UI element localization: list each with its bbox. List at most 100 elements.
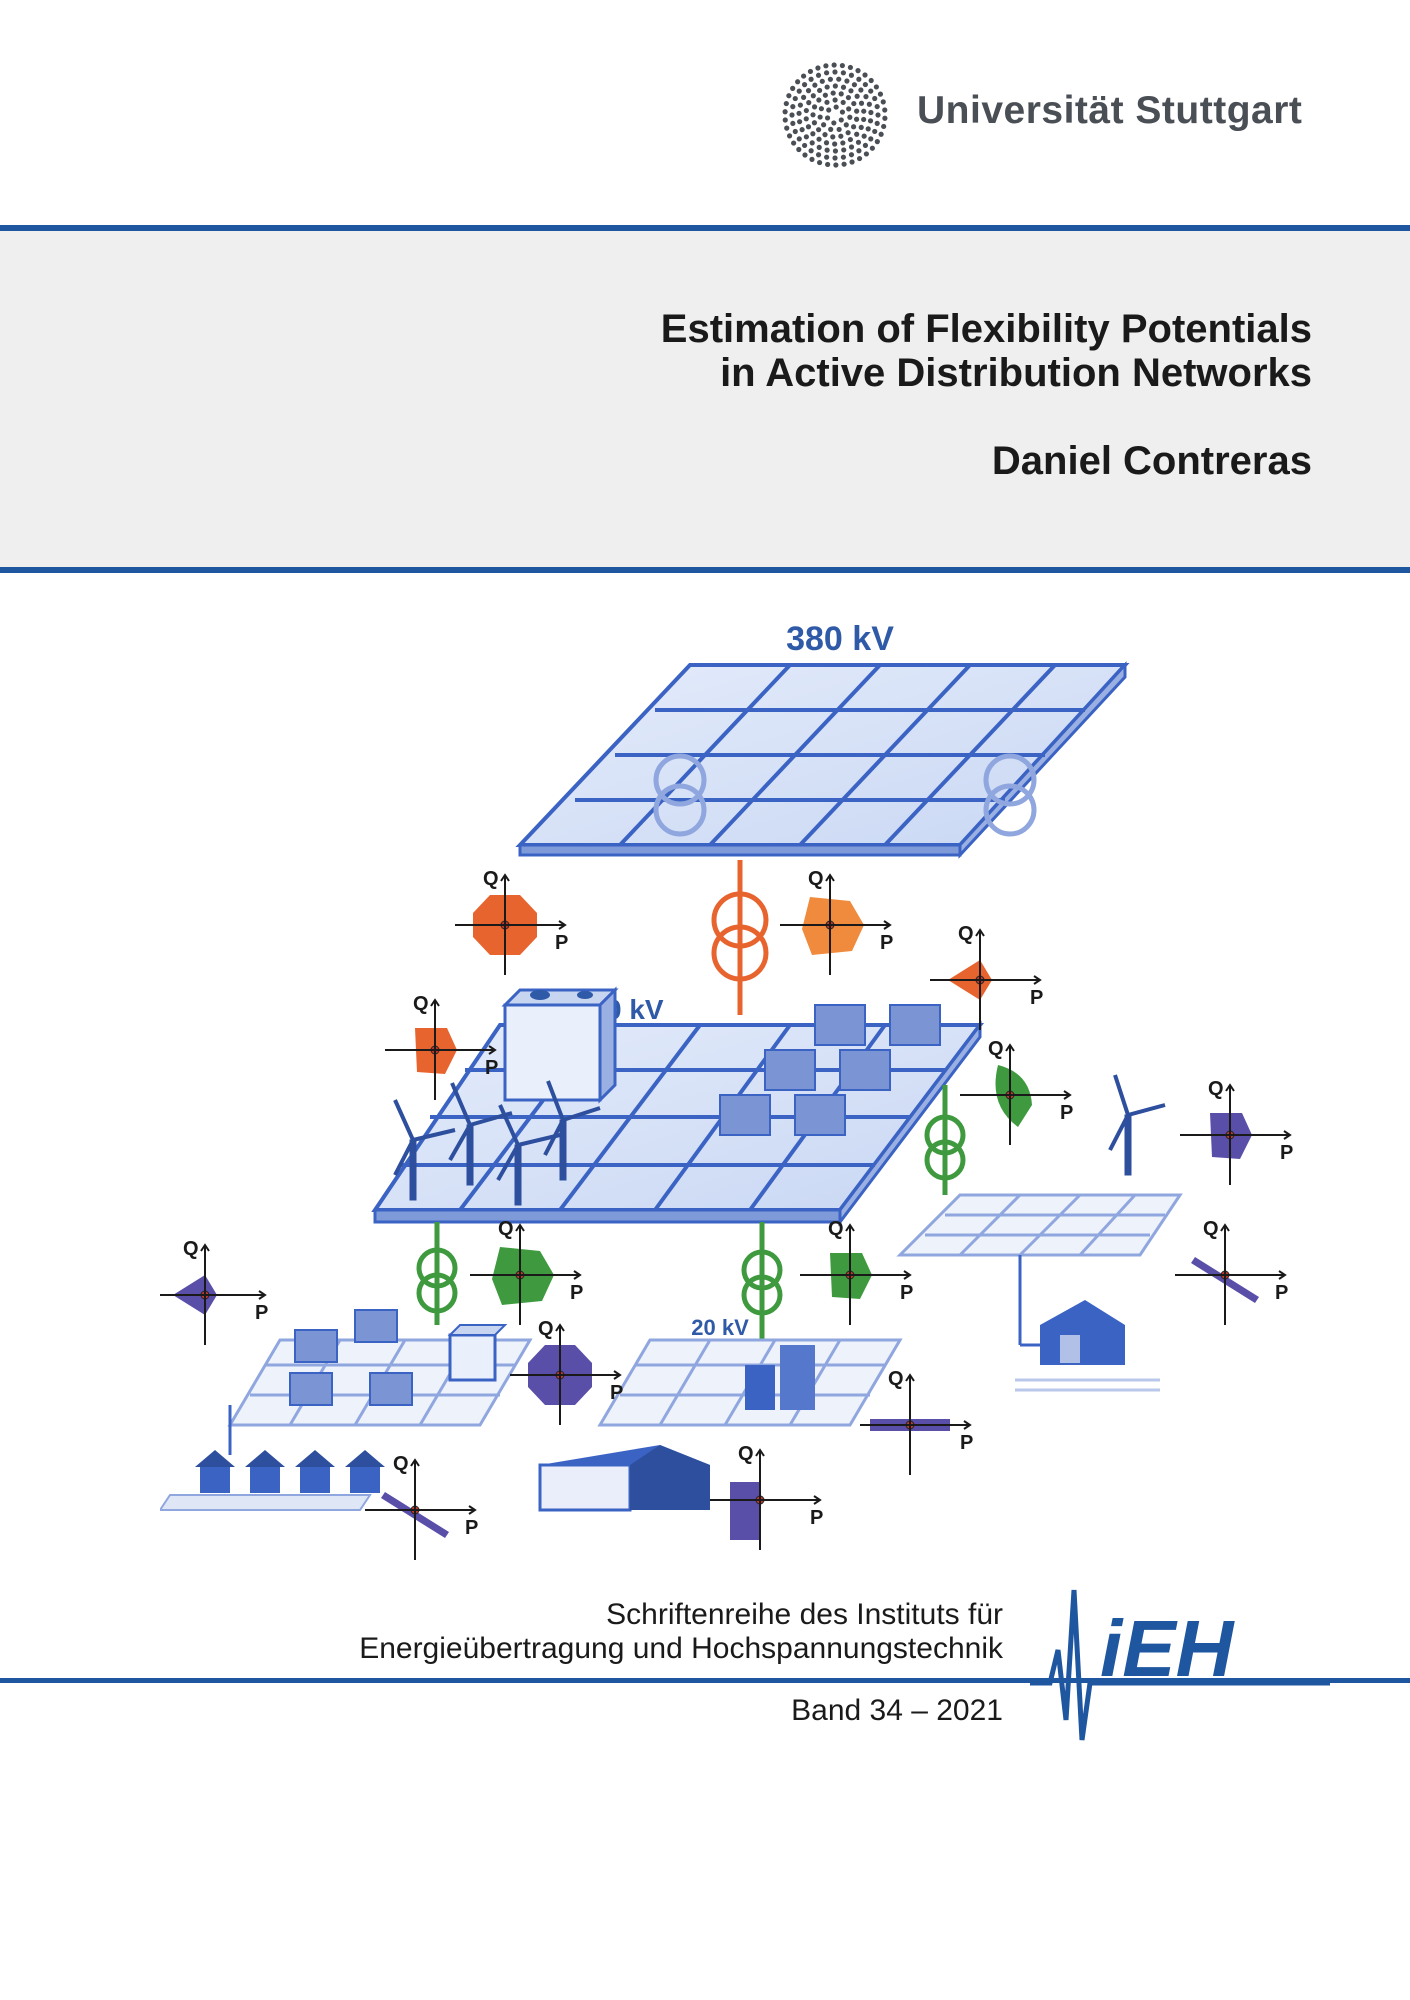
axis-label-p: P xyxy=(1060,1102,1073,1124)
axis-label-q: Q xyxy=(183,1238,199,1260)
axis-label-p: P xyxy=(610,1382,623,1404)
battery-icon xyxy=(501,986,619,1104)
pq-axes xyxy=(385,998,497,1100)
axis-label-p: P xyxy=(255,1302,268,1324)
pq-diagram: QP xyxy=(960,1038,1073,1145)
axis-label-p: P xyxy=(555,932,568,954)
footer-rule xyxy=(0,1678,1410,1683)
ieh-pulse-line xyxy=(1030,1589,1330,1741)
solar-panel-icon xyxy=(814,1004,866,1046)
axis-label-q: Q xyxy=(498,1218,514,1240)
pq-diagram: QP xyxy=(455,868,568,975)
pq-diagram: QP xyxy=(510,1318,623,1425)
pq-diagram: QP xyxy=(365,1453,478,1560)
series-line-1: Schriftenreihe des Instituts für xyxy=(606,1598,1003,1631)
pq-axes xyxy=(860,1373,972,1475)
transformer-380-110-icon xyxy=(711,860,769,1015)
battery-small-icon xyxy=(447,1324,508,1382)
axis-label-p: P xyxy=(1275,1282,1288,1304)
axis-label-q: Q xyxy=(738,1443,754,1465)
pq-axes xyxy=(1175,1223,1287,1325)
wind-turbines-110kv xyxy=(393,1080,601,1206)
series-title: Schriftenreihe des Instituts für Energie… xyxy=(359,1598,1003,1666)
book-title: Estimation of Flexibility Potentials in … xyxy=(661,307,1312,395)
axis-label-q: Q xyxy=(988,1038,1004,1060)
wind-turbine-icon xyxy=(543,1080,601,1181)
solar-panel-icon xyxy=(889,1004,941,1046)
label-380kv: 380 kV xyxy=(786,620,894,658)
solar-panels-110kv xyxy=(719,1004,941,1136)
solar-panel-icon xyxy=(369,1372,413,1406)
pq-axes xyxy=(1180,1083,1292,1185)
pq-diagram: QP xyxy=(160,1238,268,1345)
pq-capability-region xyxy=(730,1482,760,1540)
pq-axes xyxy=(710,1448,822,1550)
axis-label-q: Q xyxy=(538,1318,554,1340)
title-band-bottom-rule xyxy=(0,567,1410,573)
axis-label-q: Q xyxy=(888,1368,904,1390)
wind-turbine-icon xyxy=(393,1099,456,1201)
pq-diagram: QP xyxy=(470,1218,583,1325)
pq-axes xyxy=(510,1323,622,1425)
pq-diagram: QP xyxy=(860,1368,973,1475)
axis-label-p: P xyxy=(1030,987,1043,1009)
series-line-2: Energieübertragung und Hochspannungstech… xyxy=(359,1632,1003,1665)
industrial-plant-icon xyxy=(745,1345,815,1410)
axis-label-p: P xyxy=(1280,1142,1293,1164)
solar-panels-left xyxy=(289,1309,413,1406)
dot-circle-logo-icon xyxy=(782,62,888,168)
solar-panel-icon xyxy=(794,1094,846,1136)
factory-icon xyxy=(538,1445,710,1512)
power-grid-illustration: 380 kV 110 kV xyxy=(160,620,1293,1560)
transformer-110-20-mid-icon xyxy=(741,1222,783,1340)
barn-icon xyxy=(1015,1255,1160,1392)
axis-label-p: P xyxy=(485,1057,498,1079)
solar-panel-icon xyxy=(839,1049,891,1091)
title-band xyxy=(0,231,1410,567)
solar-panel-icon xyxy=(719,1094,771,1136)
axis-label-q: Q xyxy=(828,1218,844,1240)
ieh-logo: iEH xyxy=(1030,1589,1330,1741)
axis-label-q: Q xyxy=(393,1453,409,1475)
pq-diagram: QP xyxy=(710,1443,823,1550)
houses-row-icon xyxy=(160,1405,385,1511)
pq-axes xyxy=(470,1223,582,1325)
axis-label-q: Q xyxy=(808,868,824,890)
axis-label-q: Q xyxy=(1203,1218,1219,1240)
solar-panel-icon xyxy=(354,1309,398,1343)
axis-label-p: P xyxy=(960,1432,973,1454)
pq-diagram: QP xyxy=(800,1218,913,1325)
book-title-line-2: in Active Distribution Networks xyxy=(720,351,1312,395)
university-name: Universität Stuttgart xyxy=(917,89,1303,132)
grid-plane-20kv-right xyxy=(896,1193,1183,1257)
pq-diagram: QP xyxy=(1175,1218,1288,1325)
book-title-line-1: Estimation of Flexibility Potentials xyxy=(660,307,1312,351)
axis-label-q: Q xyxy=(1208,1078,1224,1100)
pq-axes xyxy=(780,873,892,975)
axis-label-p: P xyxy=(570,1282,583,1304)
pq-axes xyxy=(960,1043,1072,1145)
solar-panel-icon xyxy=(294,1329,338,1363)
pq-diagram: QP xyxy=(1180,1078,1293,1185)
transformer-110-20-right-icon xyxy=(924,1085,966,1195)
pq-axes xyxy=(800,1223,912,1325)
transformer-110-20-left-icon xyxy=(416,1222,458,1325)
author-name: Daniel Contreras xyxy=(991,439,1312,483)
pq-axes xyxy=(455,873,567,975)
pq-axes xyxy=(930,928,1042,1030)
title-band-top-rule xyxy=(0,225,1410,231)
grid-plane-380kv xyxy=(515,661,1130,859)
pq-axes xyxy=(160,1243,267,1345)
axis-label-p: P xyxy=(900,1282,913,1304)
wind-turbine-icon xyxy=(1108,1074,1166,1176)
ieh-logo-text: iEH xyxy=(1100,1604,1236,1693)
axis-label-p: P xyxy=(880,932,893,954)
pq-diagram: QP xyxy=(385,993,498,1100)
axis-label-p: P xyxy=(465,1517,478,1539)
pq-diagram: QP xyxy=(930,923,1043,1030)
label-20kv: 20 kV xyxy=(691,1315,749,1340)
axis-label-q: Q xyxy=(483,868,499,890)
university-logo: Universität Stuttgart xyxy=(775,55,1335,175)
solar-panel-icon xyxy=(289,1372,333,1406)
